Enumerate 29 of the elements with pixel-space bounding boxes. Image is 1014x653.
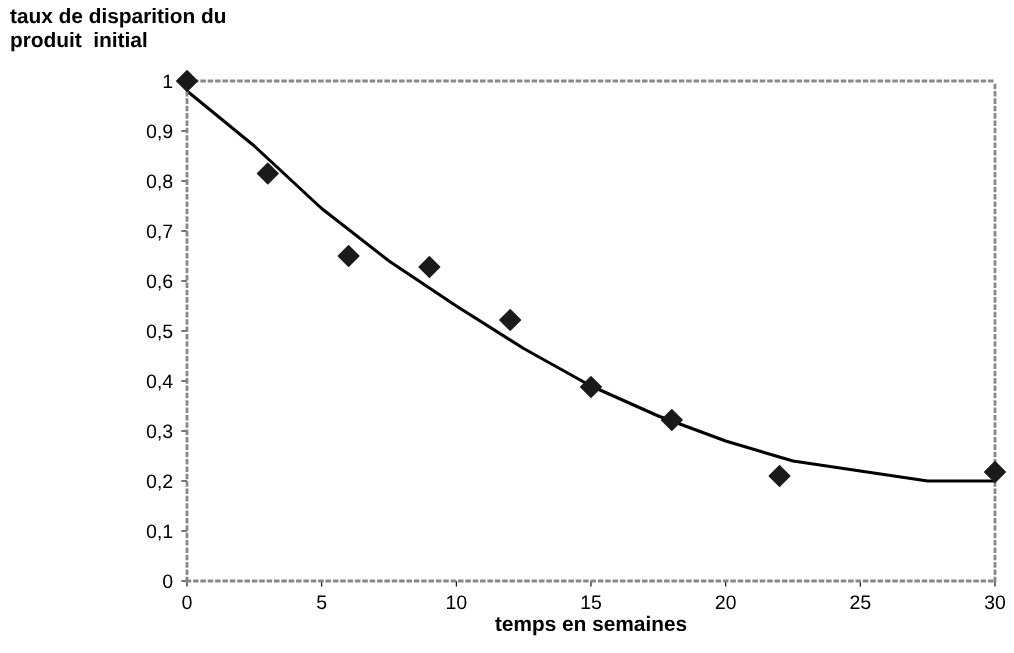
point (418, 256, 441, 278)
x-tick-label: 20 (715, 595, 736, 610)
point (580, 376, 602, 398)
point (256, 162, 279, 185)
y-tick-label: 0,8 (146, 174, 173, 191)
y-tick-label: 0,7 (146, 224, 173, 241)
x-tick-label: 0 (182, 595, 192, 610)
point (768, 465, 791, 487)
point (176, 70, 198, 92)
x-tick-label: 5 (317, 595, 327, 610)
x-tick-label: 30 (984, 595, 1006, 610)
x-tick-label: 10 (447, 595, 467, 610)
point (660, 409, 683, 431)
y-tick-label: 0,3 (146, 424, 173, 441)
y-tick-label: 0 (163, 574, 173, 589)
y-tick-label: 0,9 (146, 124, 173, 141)
y-tick-label: 0,1 (146, 524, 173, 541)
y-tick-label: 0,5 (146, 324, 173, 341)
y-tick-label: 1 (163, 74, 173, 89)
y-tick-label: 0,2 (146, 474, 173, 491)
x-axis-title: temps en semaines (495, 615, 687, 636)
y-tick-label: 0,4 (146, 374, 173, 391)
point (499, 309, 522, 331)
y-tick-label: 0,6 (146, 274, 173, 291)
point (337, 245, 360, 267)
y-axis-title: taux de disparition du produit initial (10, 8, 226, 52)
x-tick-label: 25 (850, 595, 871, 610)
point (984, 461, 1006, 483)
x-tick-label: 15 (581, 595, 601, 610)
